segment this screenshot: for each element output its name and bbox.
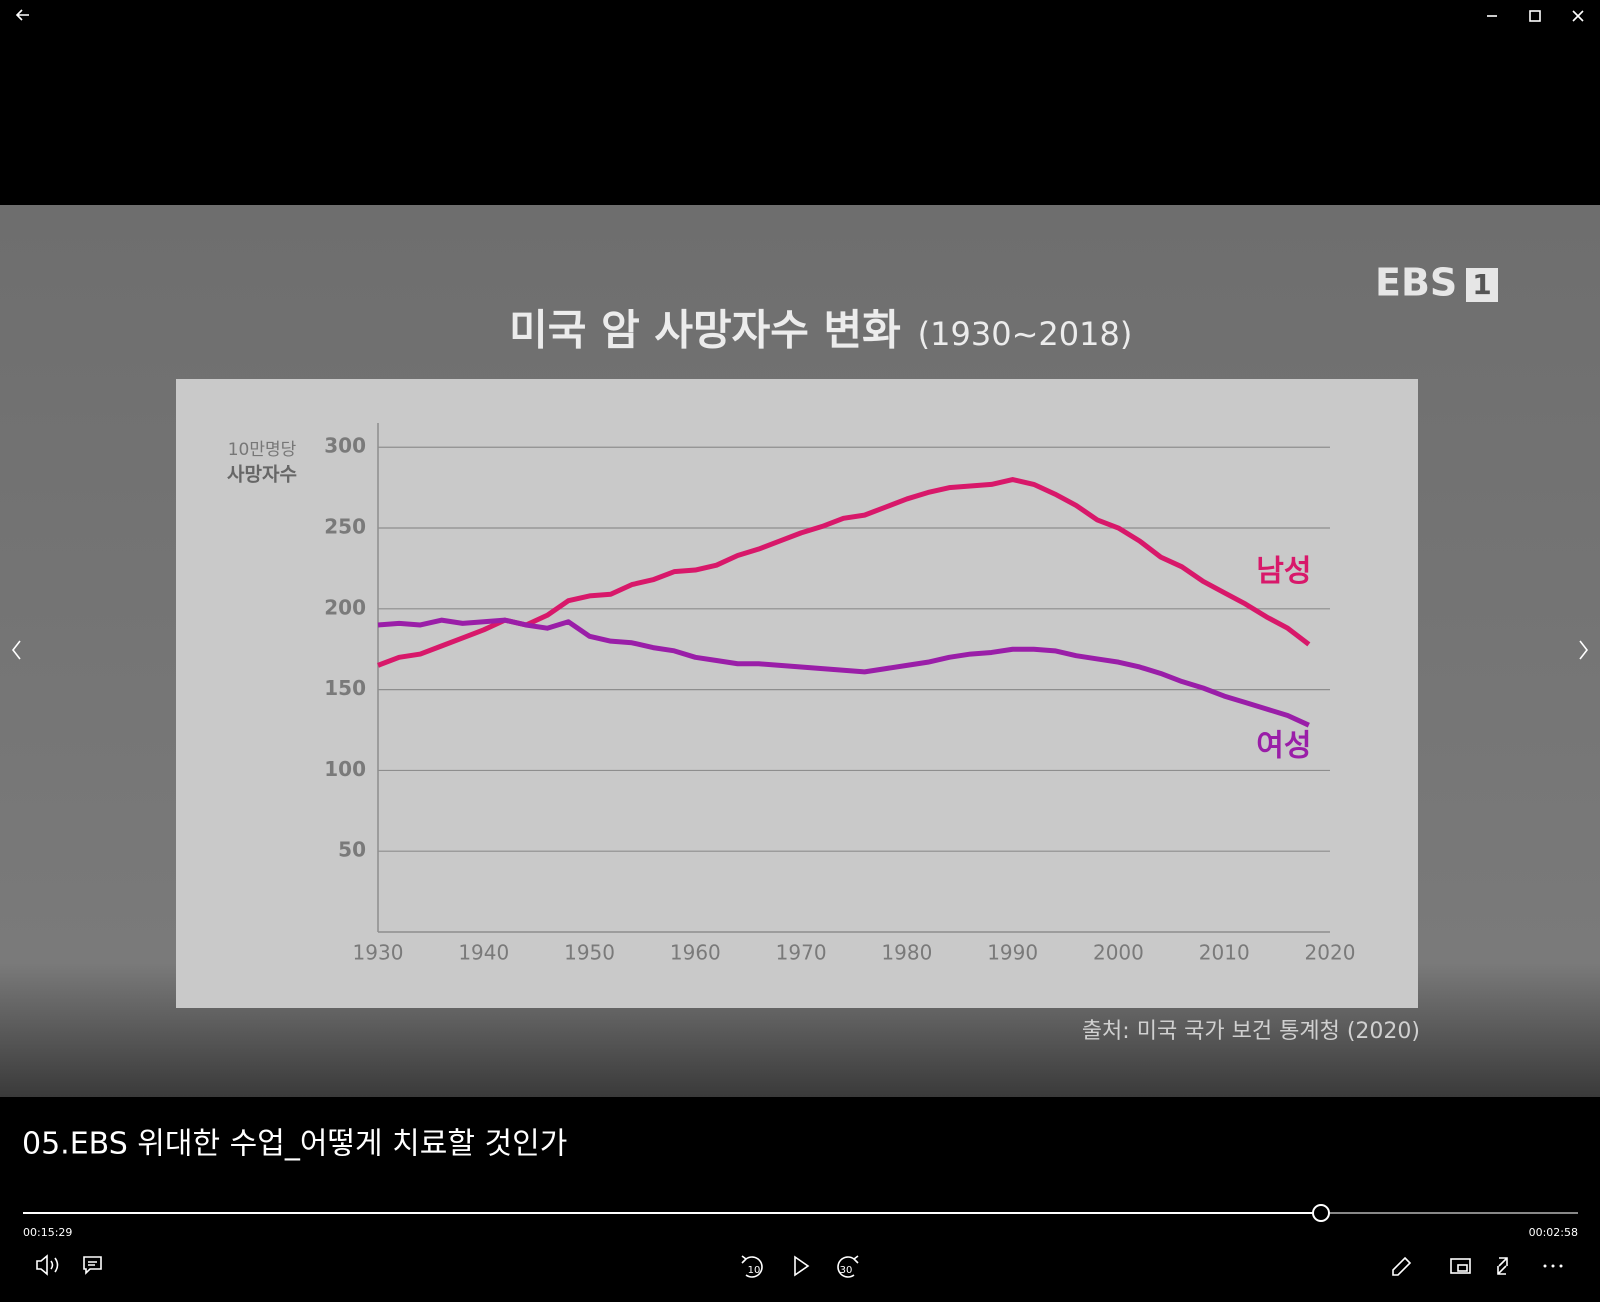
skip-back-label: 10 — [748, 1265, 761, 1276]
captions-button[interactable] — [83, 1256, 102, 1275]
series-label: 남성 — [1256, 554, 1311, 589]
skip-forward-label: 30 — [840, 1265, 853, 1276]
elapsed-time: 00:15:29 — [23, 1226, 72, 1239]
series-label: 여성 — [1256, 729, 1311, 764]
x-tick-label: 1930 — [353, 941, 404, 965]
logo: EBS — [1375, 261, 1457, 305]
y-tick-label: 300 — [324, 434, 366, 458]
edit-button[interactable] — [1392, 1256, 1412, 1276]
remaining-time: 00:02:58 — [1529, 1226, 1578, 1239]
y-axis-label: 사망자수 — [227, 464, 297, 486]
y-axis-unit: 10만명당 — [228, 440, 297, 460]
nav-arrows[interactable] — [11, 640, 1589, 660]
more-button[interactable] — [1543, 1264, 1563, 1268]
maximize-button[interactable] — [1529, 10, 1541, 22]
mini-view-button[interactable] — [1450, 1258, 1471, 1274]
logo-channel: 1 — [1472, 268, 1491, 301]
x-tick-label: 1990 — [987, 941, 1038, 965]
y-tick-label: 250 — [324, 515, 366, 539]
progress-thumb[interactable] — [1312, 1204, 1330, 1222]
x-tick-label: 2000 — [1093, 941, 1144, 965]
x-tick-label: 2010 — [1199, 941, 1250, 965]
back-button[interactable] — [15, 9, 29, 21]
x-tick-label: 1970 — [776, 941, 827, 965]
x-tick-label: 2020 — [1305, 941, 1356, 965]
video-title: 05.EBS 위대한 수업_어떻게 치료할 것인가 — [22, 1127, 567, 1162]
x-tick-label: 1950 — [564, 941, 615, 965]
data-line — [377, 617, 1310, 728]
close-button[interactable] — [1572, 10, 1584, 22]
skip-back-button[interactable]: 10 — [741, 1255, 763, 1278]
play-button[interactable] — [794, 1255, 810, 1277]
x-tick-label: 1940 — [458, 941, 509, 965]
volume-button[interactable] — [36, 1254, 59, 1276]
x-tick-label: 1960 — [670, 941, 721, 965]
plot: 50 100 150 200 250 300 1930 1940 1950 1960 1970 198… — [324, 423, 1355, 965]
skip-forward-button[interactable]: 30 — [837, 1255, 859, 1278]
chart-title: 미국 암 사망자수 변화 — [509, 306, 901, 355]
logo-badge — [1466, 268, 1498, 302]
data-line — [377, 477, 1311, 668]
x-tick-label: 1980 — [881, 941, 932, 965]
y-tick-label: 50 — [338, 838, 366, 862]
source-note: 출처: 미국 국가 보건 통계청 (2020) — [1082, 1019, 1420, 1044]
y-tick-label: 100 — [324, 757, 366, 781]
fullscreen-button[interactable] — [1497, 1257, 1508, 1275]
y-tick-label: 150 — [324, 676, 366, 700]
chart-subtitle: (1930~2018) — [918, 315, 1133, 353]
y-tick-label: 200 — [324, 595, 366, 619]
